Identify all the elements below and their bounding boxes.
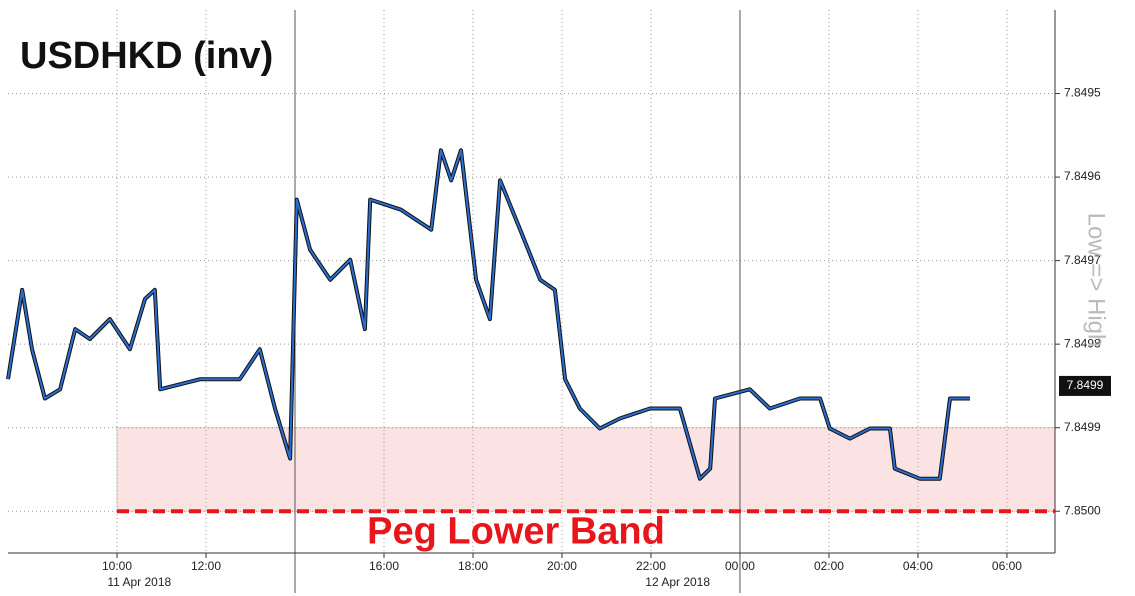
peg-band (116, 427, 1056, 512)
x-tick-label: 22:00 (636, 559, 666, 573)
x-tick-label: 20:00 (547, 559, 577, 573)
x-tick-label: 12:00 (191, 559, 221, 573)
plot: 7.8495 7.8496 7.8497 7.8498 7.8499 7.8500 10:0… (6, 10, 1111, 593)
y-tick-label: 7.8499 (1064, 420, 1101, 434)
y-tick-label: 7.8498 (1064, 336, 1101, 350)
chart-title: USDHKD (inv) (20, 35, 273, 77)
x-tick-label: 06:00 (992, 559, 1022, 573)
y-tick-label: 7.8495 (1064, 86, 1101, 100)
x-tick-label: 16:00 (369, 559, 399, 573)
x-tick-label: 10:00 (102, 559, 132, 573)
date-label: 11 Apr 2018 (107, 575, 171, 589)
x-tick-label: 04:00 (903, 559, 933, 573)
y-tick-label: 7.8497 (1064, 253, 1101, 267)
annotation: Peg Lower Band (367, 510, 665, 552)
y-tick-label: 7.8496 (1064, 169, 1101, 183)
price-line (7, 149, 970, 480)
last-value-label: 7.8499 (1067, 378, 1104, 392)
x-tick-label: 02:00 (814, 559, 844, 573)
last-value-box (1059, 375, 1111, 396)
x-tick-label: 18:00 (458, 559, 488, 573)
date-label: 12 Apr 2018 (645, 575, 710, 589)
y-tick-label: 7.8500 (1064, 503, 1101, 517)
side-label: Low => High (1083, 213, 1110, 348)
